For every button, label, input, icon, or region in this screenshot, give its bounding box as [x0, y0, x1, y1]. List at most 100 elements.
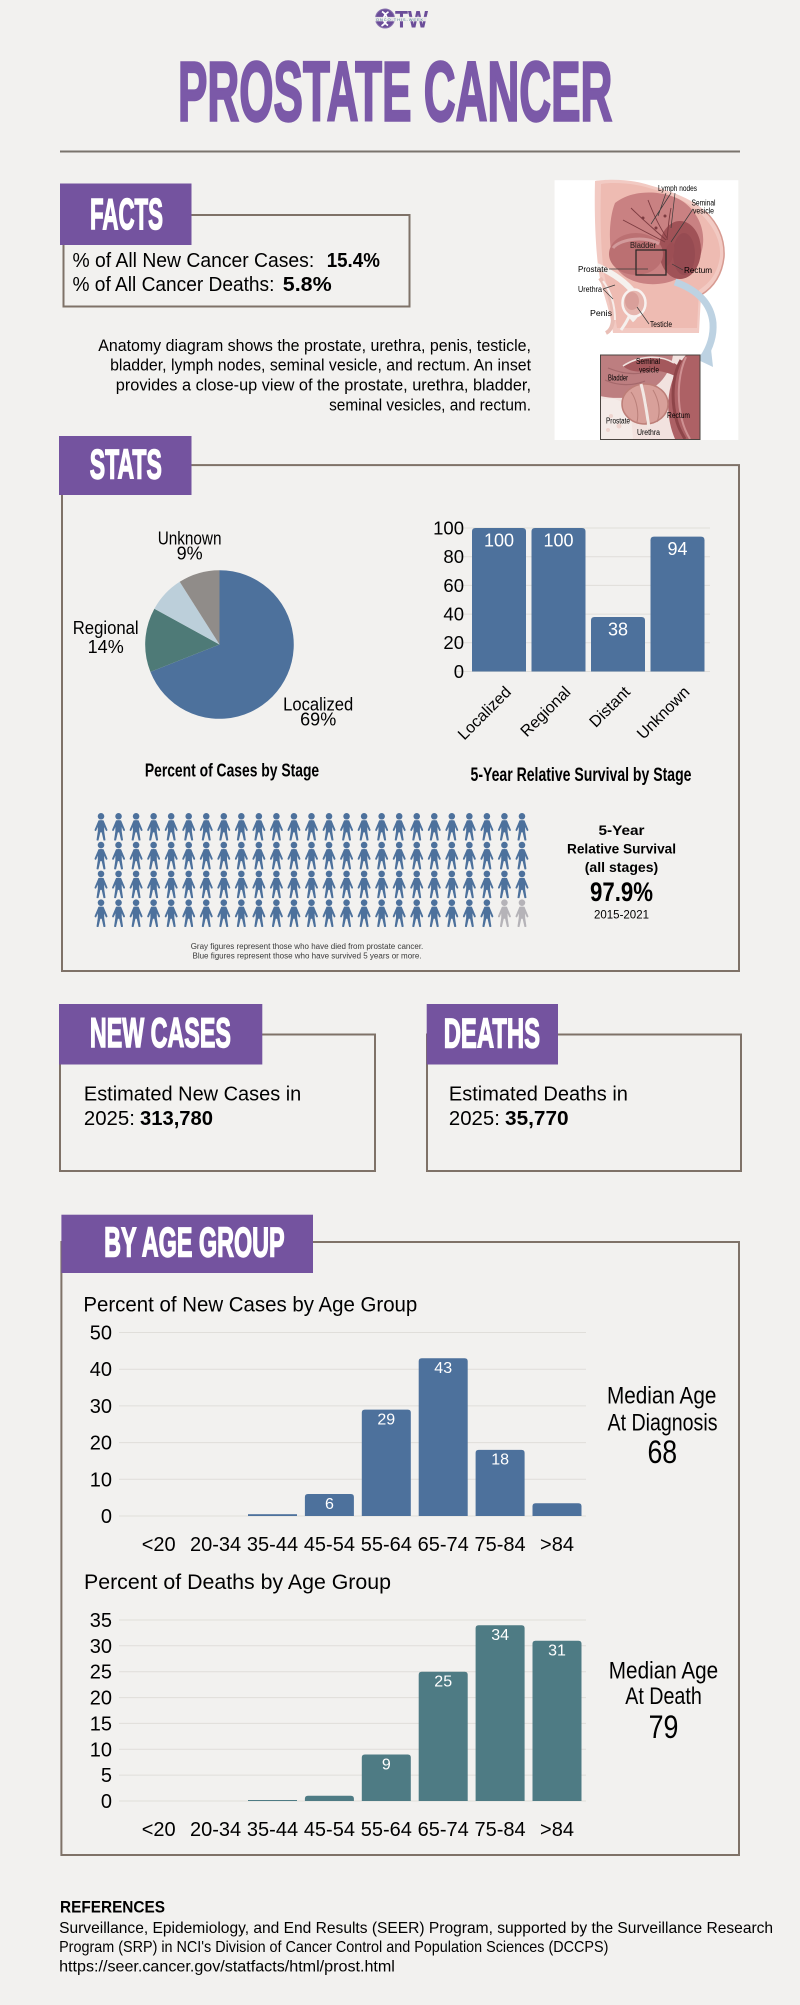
- svg-text:BY AGE GROUP: BY AGE GROUP: [104, 1219, 285, 1266]
- svg-text:45-54: 45-54: [304, 1819, 355, 1841]
- svg-text:(all stages): (all stages): [585, 859, 659, 875]
- svg-text:NEW CASES: NEW CASES: [90, 1009, 231, 1056]
- svg-text:Surveillance, Epidemiology, an: Surveillance, Epidemiology, and End Resu…: [59, 1920, 773, 1937]
- svg-text:Testicle: Testicle: [650, 320, 672, 329]
- svg-text:vesicle: vesicle: [639, 366, 659, 375]
- svg-text:35-44: 35-44: [247, 1819, 298, 1841]
- svg-text:Median Age: Median Age: [607, 1383, 716, 1410]
- svg-text:PROSTATE CANCER: PROSTATE CANCER: [178, 45, 612, 139]
- svg-text:Percent of New Cases by Age Gr: Percent of New Cases by Age Group: [83, 1294, 417, 1317]
- svg-text:Bladder: Bladder: [630, 241, 656, 250]
- svg-text:9: 9: [382, 1756, 391, 1773]
- svg-text:Urethra: Urethra: [637, 428, 660, 437]
- svg-text:Unknown: Unknown: [158, 529, 222, 549]
- svg-text:0: 0: [101, 1791, 112, 1813]
- svg-text:50: 50: [90, 1323, 112, 1345]
- svg-text:At Diagnosis: At Diagnosis: [608, 1409, 718, 1436]
- svg-text:94: 94: [667, 539, 687, 559]
- svg-text:100: 100: [543, 531, 573, 551]
- svg-text:68: 68: [647, 1434, 677, 1470]
- svg-text:provides a close-up view of th: provides a close-up view of the prostate…: [116, 377, 531, 395]
- svg-text:30: 30: [90, 1396, 112, 1418]
- svg-text:40: 40: [443, 604, 464, 625]
- svg-text:69%: 69%: [300, 709, 336, 729]
- svg-text:>84: >84: [540, 1819, 574, 1841]
- svg-text:100: 100: [484, 531, 514, 551]
- svg-text:ONCO-THIS-WEEK: ONCO-THIS-WEEK: [376, 17, 424, 22]
- svg-text:75-84: 75-84: [475, 1819, 526, 1841]
- svg-text:9%: 9%: [177, 544, 203, 564]
- svg-text:20: 20: [90, 1688, 112, 1710]
- svg-text:79: 79: [649, 1709, 679, 1745]
- svg-text:Prostate: Prostate: [606, 417, 630, 426]
- svg-text:Gray figures represent those w: Gray figures represent those who have di…: [191, 942, 424, 951]
- svg-text:2025:: 2025:: [84, 1107, 135, 1130]
- svg-text:Anatomy diagram shows the pros: Anatomy diagram shows the prostate, uret…: [98, 337, 531, 355]
- svg-text:Rectum: Rectum: [684, 266, 712, 275]
- svg-text:Seminal: Seminal: [636, 357, 660, 366]
- svg-text:% of All Cancer Deaths:: % of All Cancer Deaths:: [73, 273, 275, 296]
- svg-text:<20: <20: [142, 1819, 176, 1841]
- svg-text:vesicle: vesicle: [693, 207, 714, 216]
- svg-text:35: 35: [90, 1610, 112, 1632]
- svg-text:5-Year: 5-Year: [599, 822, 646, 838]
- svg-text:Percent of Deaths by Age Group: Percent of Deaths by Age Group: [84, 1571, 391, 1594]
- svg-text:97.9%: 97.9%: [590, 877, 653, 907]
- svg-text:Blue figures represent those w: Blue figures represent those who have su…: [192, 952, 421, 961]
- svg-text:34: 34: [491, 1627, 509, 1644]
- svg-text:65-74: 65-74: [418, 1534, 469, 1556]
- svg-text:Regional: Regional: [73, 618, 139, 638]
- svg-text:20-34: 20-34: [190, 1534, 241, 1556]
- svg-text:15: 15: [90, 1713, 112, 1735]
- svg-text:15.4%: 15.4%: [327, 249, 380, 272]
- svg-text:29: 29: [377, 1411, 395, 1428]
- svg-text:75-84: 75-84: [475, 1534, 526, 1556]
- svg-text:35,770: 35,770: [505, 1107, 569, 1130]
- svg-text:38: 38: [608, 619, 628, 639]
- svg-text:Seminal: Seminal: [692, 199, 716, 208]
- svg-text:45-54: 45-54: [304, 1534, 355, 1556]
- svg-text:Localized: Localized: [283, 694, 353, 714]
- svg-text:0: 0: [101, 1506, 112, 1528]
- svg-text:6: 6: [325, 1496, 334, 1513]
- svg-text:Urethra: Urethra: [578, 285, 602, 294]
- svg-text:FACTS: FACTS: [90, 190, 163, 239]
- svg-text:Program (SRP) in NCI's Divisio: Program (SRP) in NCI's Division of Cance…: [59, 1939, 608, 1956]
- svg-text:Relative Survival: Relative Survival: [567, 841, 676, 857]
- svg-text:Penis: Penis: [590, 309, 612, 318]
- svg-text:2025:: 2025:: [449, 1107, 500, 1130]
- svg-text:2015-2021: 2015-2021: [594, 907, 649, 921]
- svg-text:313,780: 313,780: [140, 1107, 213, 1130]
- svg-text:bladder, lymph nodes, seminal: bladder, lymph nodes, seminal vesicle, a…: [110, 357, 531, 375]
- svg-text:20: 20: [90, 1433, 112, 1455]
- svg-text:14%: 14%: [88, 637, 124, 657]
- svg-text:<20: <20: [142, 1534, 176, 1556]
- svg-text:20-34: 20-34: [190, 1819, 241, 1841]
- svg-text:80: 80: [443, 546, 464, 567]
- svg-text:At Death: At Death: [625, 1683, 702, 1710]
- svg-text:REFERENCES: REFERENCES: [60, 1898, 165, 1917]
- svg-text:31: 31: [548, 1642, 566, 1659]
- svg-text:>84: >84: [540, 1534, 574, 1556]
- svg-text:55-64: 55-64: [361, 1534, 412, 1556]
- svg-text:Estimated Deaths in: Estimated Deaths in: [449, 1083, 628, 1106]
- svg-text:5: 5: [101, 1765, 112, 1787]
- svg-text:Bladder: Bladder: [608, 374, 628, 383]
- svg-text:% of All New Cancer Cases:: % of All New Cancer Cases:: [73, 249, 315, 272]
- svg-text:Estimated New Cases in: Estimated New Cases in: [84, 1083, 301, 1106]
- svg-text:0: 0: [454, 661, 464, 682]
- svg-text:18: 18: [491, 1452, 509, 1469]
- svg-text:DEATHS: DEATHS: [444, 1010, 540, 1057]
- svg-text:40: 40: [90, 1359, 112, 1381]
- svg-text:100: 100: [433, 517, 464, 538]
- svg-text:55-64: 55-64: [361, 1819, 412, 1841]
- svg-text:5.8%: 5.8%: [283, 273, 332, 296]
- svg-text:Rectum: Rectum: [667, 410, 690, 420]
- svg-text:65-74: 65-74: [418, 1819, 469, 1841]
- svg-text:5-Year Relative Survival by St: 5-Year Relative Survival by Stage: [471, 765, 692, 786]
- svg-text:Percent of Cases by Stage: Percent of Cases by Stage: [145, 759, 319, 780]
- svg-text:Median Age: Median Age: [609, 1658, 718, 1685]
- svg-text:30: 30: [90, 1636, 112, 1658]
- svg-text:https://seer.cancer.gov/statfa: https://seer.cancer.gov/statfacts/html/p…: [59, 1959, 395, 1976]
- svg-text:STATS: STATS: [90, 440, 162, 487]
